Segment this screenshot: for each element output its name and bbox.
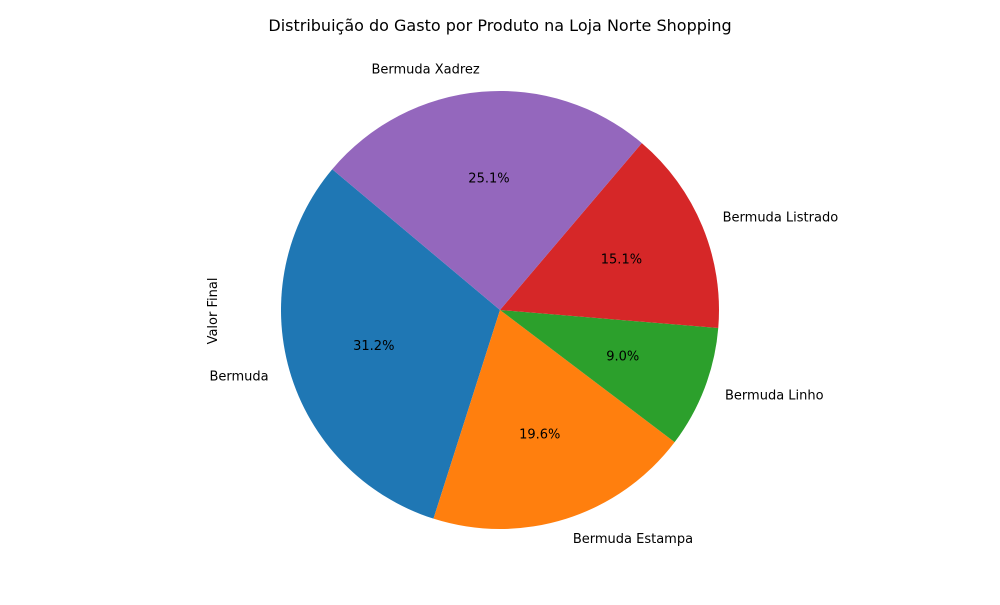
pie-slice-bermuda-xadrez xyxy=(332,91,642,311)
pie-slice-bermuda-linho xyxy=(500,310,719,443)
slice-label-bermuda-xadrez: Bermuda Xadrez xyxy=(371,62,479,77)
slice-percent-bermuda-estampa: 19.6% xyxy=(519,428,560,443)
pie-slice-bermuda xyxy=(281,169,500,519)
slice-percent-bermuda: 31.2% xyxy=(353,339,394,354)
slice-percent-bermuda-linho: 9.0% xyxy=(606,349,639,364)
slice-label-bermuda-listrado: Bermuda Listrado xyxy=(723,210,839,225)
slice-percent-bermuda-xadrez: 25.1% xyxy=(468,172,509,187)
pie-slices xyxy=(281,91,719,529)
pie-slice-bermuda-estampa xyxy=(433,310,675,529)
pie-labels: Bermuda 31.2% Bermuda Estampa 19.6% Bermuda … xyxy=(209,62,838,547)
slice-label-bermuda: Bermuda xyxy=(209,370,268,385)
pie-slice-bermuda-listrado xyxy=(500,143,719,329)
slice-label-bermuda-estampa: Bermuda Estampa xyxy=(573,532,693,547)
y-axis-label: Valor Final xyxy=(206,278,221,345)
slice-percent-bermuda-listrado: 15.1% xyxy=(601,252,642,267)
chart-title: Distribuição do Gasto por Produto na Loj… xyxy=(268,16,731,35)
slice-label-bermuda-linho: Bermuda Linho xyxy=(725,389,824,404)
